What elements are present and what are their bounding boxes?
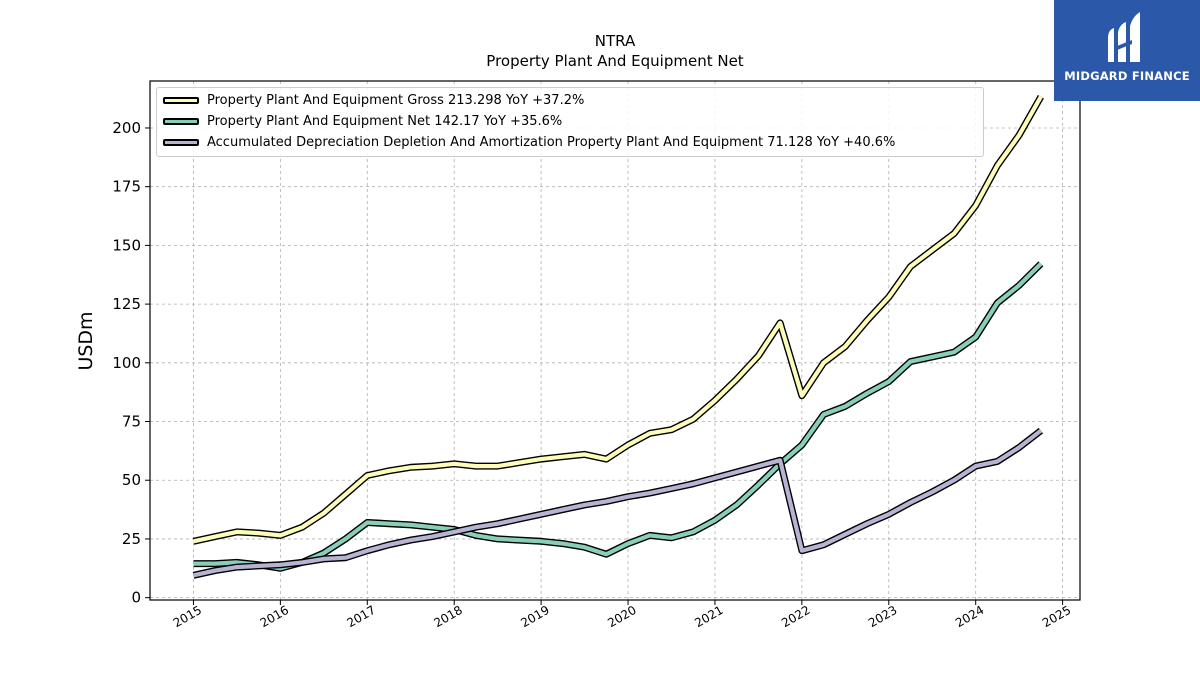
x-tick-label: 2018 <box>431 603 464 630</box>
legend-item-accumulated: Accumulated Depreciation Depletion And A… <box>163 133 895 151</box>
y-tick-label: 50 <box>122 471 141 489</box>
plot-frame <box>149 80 1081 601</box>
x-tick-label: 2021 <box>692 603 725 630</box>
y-axis-label: USDm <box>75 311 97 370</box>
y-tick-label: 200 <box>112 119 141 137</box>
chart-legend: Property Plant And Equipment Gross 213.2… <box>156 87 984 157</box>
x-tick-label: 2015 <box>171 603 204 630</box>
x-tick-label: 2023 <box>866 603 899 630</box>
y-tick-label: 25 <box>122 530 141 548</box>
x-tick-label: 2019 <box>518 603 551 630</box>
x-tick-label: 2024 <box>953 603 986 630</box>
y-tick-label: 100 <box>112 354 141 372</box>
legend-label-gross: Property Plant And Equipment Gross 213.2… <box>207 92 585 108</box>
chart-subtitle: Property Plant And Equipment Net <box>486 52 744 70</box>
logo-mark-icon <box>1108 12 1140 62</box>
legend-item-net: Property Plant And Equipment Net 142.17 … <box>163 112 562 130</box>
series-line-gross-outline <box>192 94 1044 545</box>
legend-swatch-net <box>163 117 199 125</box>
y-tick-label: 0 <box>131 589 141 607</box>
logo-text: MIDGARD FINANCE <box>1064 69 1190 83</box>
chart-title: NTRA <box>594 32 636 50</box>
series-line-net-outline <box>193 261 1044 572</box>
x-tick-label: 2025 <box>1040 603 1073 630</box>
y-tick-label: 75 <box>122 413 141 431</box>
midgard-finance-logo: MIDGARD FINANCE <box>1054 0 1200 101</box>
y-tick-label: 125 <box>112 295 141 313</box>
legend-label-net: Property Plant And Equipment Net 142.17 … <box>207 113 563 129</box>
y-tick-label: 150 <box>112 236 141 254</box>
legend-swatch-accumulated <box>163 138 199 146</box>
x-tick-label: 2022 <box>779 603 812 630</box>
series-line-net <box>193 262 1043 571</box>
x-tick-label: 2020 <box>605 603 638 630</box>
series-line-gross <box>193 95 1043 544</box>
x-tick-label: 2017 <box>345 603 378 630</box>
legend-item-gross: Property Plant And Equipment Gross 213.2… <box>163 91 584 109</box>
legend-swatch-gross <box>163 96 199 104</box>
x-tick-label: 2016 <box>258 603 291 630</box>
y-tick-label: 175 <box>112 178 141 196</box>
legend-label-accumulated: Accumulated Depreciation Depletion And A… <box>207 134 896 150</box>
series-line-accumulated <box>193 428 1043 578</box>
